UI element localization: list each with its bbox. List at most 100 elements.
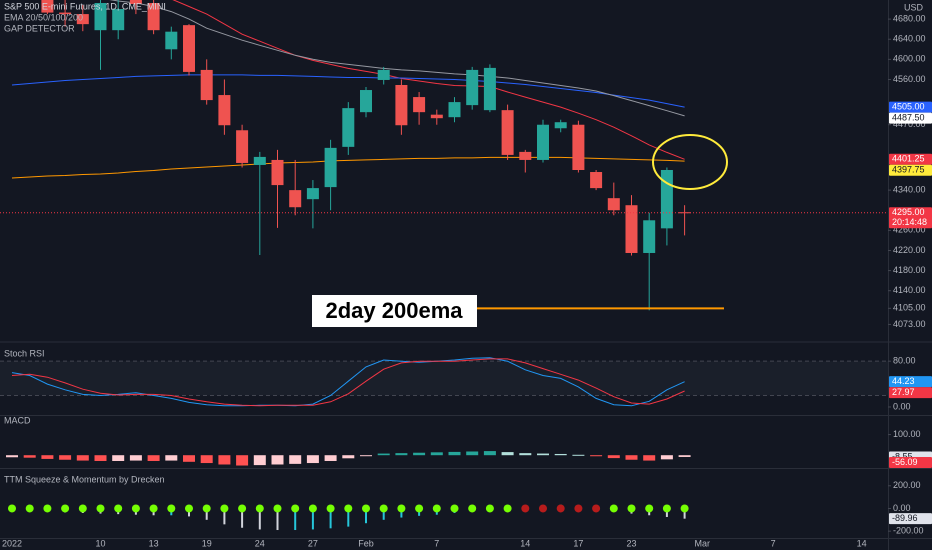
histogram-bar: [324, 455, 337, 461]
y-tick-label: 4105.00: [893, 303, 926, 313]
histogram-bar: [342, 455, 355, 459]
squeeze-dot: [574, 504, 583, 513]
squeeze-dot: [397, 504, 406, 513]
candle-body: [289, 190, 302, 208]
squeeze-dot: [114, 504, 123, 513]
candle-body: [625, 205, 638, 253]
histogram-bar: [590, 455, 603, 457]
ema-line: [11, 74, 685, 108]
histogram-bar: [236, 455, 249, 466]
candle-body: [554, 122, 567, 129]
price-badge: [889, 207, 932, 229]
histogram-bar: [430, 452, 443, 456]
squeeze-dot: [25, 504, 34, 513]
date-label: 2022: [2, 538, 22, 548]
squeeze-dot: [326, 504, 335, 513]
y-tick-label: 4140.00: [893, 285, 926, 295]
candle-body: [483, 67, 496, 111]
y-tick-label: 4220.00: [893, 245, 926, 255]
y-tick-label: 100.00: [893, 429, 921, 439]
oscillator-line: [11, 358, 685, 407]
date-label: 7: [771, 538, 776, 548]
y-tick-label: 4470.00: [893, 119, 926, 129]
squeeze-dot: [255, 504, 264, 513]
pane-title: Stoch RSI: [4, 348, 45, 358]
date-label: 24: [255, 538, 265, 548]
squeeze-dot: [432, 504, 441, 513]
squeeze-dot: [43, 504, 52, 513]
ema-line: [172, 0, 685, 160]
candle-body: [342, 108, 355, 147]
histogram-bar: [165, 455, 178, 461]
squeeze-dot: [503, 504, 512, 513]
candle-body: [572, 124, 585, 170]
date-label: 14: [857, 538, 867, 548]
price-badge-label: 4401.25: [892, 154, 925, 164]
squeeze-dot: [149, 504, 158, 513]
squeeze-dot: [609, 504, 618, 513]
squeeze-dot: [220, 504, 229, 513]
y-tick-label: 80.00: [893, 356, 916, 366]
squeeze-dot: [96, 504, 105, 513]
candle-body: [94, 3, 107, 31]
histogram-bar: [76, 455, 89, 461]
date-label: 10: [95, 538, 105, 548]
price-badge: [889, 164, 932, 176]
histogram-bar: [59, 455, 72, 460]
date-label: 7: [434, 538, 439, 548]
symbol-title: S&P 500 E-mini Futures, 1D, CME_MINI: [4, 1, 166, 11]
candle-body: [607, 198, 620, 211]
squeeze-dot: [415, 504, 424, 513]
annotation-box: [312, 295, 477, 327]
price-badge-label: 4295.00: [892, 207, 925, 217]
pane-title: MACD: [4, 415, 31, 425]
candle-body: [236, 130, 249, 163]
date-label: 27: [308, 538, 318, 548]
candle-body: [147, 3, 160, 31]
main-pane: [11, 0, 724, 311]
candle-body: [218, 95, 231, 126]
indicator-legend: EMA 20/50/100/200: [4, 12, 83, 22]
squeeze-dot: [273, 504, 282, 513]
histogram-bar: [643, 455, 656, 461]
squeeze-dot: [238, 504, 247, 513]
y-tick-label: 4680.00: [893, 13, 926, 23]
highlight-ellipse: [652, 134, 728, 190]
histogram-bar: [501, 452, 514, 456]
date-label: 23: [626, 538, 636, 548]
y-tick-label: -200.00: [893, 526, 924, 536]
squeeze-dot: [680, 504, 689, 513]
y-tick-label: 4600.00: [893, 54, 926, 64]
squeeze-dot: [592, 504, 601, 513]
squeeze-dot: [291, 504, 300, 513]
histogram-bar: [94, 455, 107, 461]
histogram-bar: [377, 453, 390, 456]
squeeze-dot: [362, 504, 370, 513]
y-tick-label: 4260.00: [893, 225, 926, 235]
squeeze-dot: [662, 504, 671, 513]
band-fill: [0, 361, 888, 396]
histogram-bar: [554, 453, 567, 456]
y-tick-label: 4640.00: [893, 34, 926, 44]
candle-body: [501, 110, 514, 155]
price-badge-label: 4505.00: [892, 102, 925, 112]
candle-body: [377, 69, 390, 80]
candle-body: [253, 156, 266, 165]
squeeze-dot: [627, 504, 636, 513]
candle-body: [271, 159, 284, 186]
candle-body: [466, 69, 479, 106]
candle-body: [448, 102, 461, 118]
histogram-bar: [253, 455, 266, 466]
histogram-bar: [183, 455, 195, 462]
y-tick-label: 0.00: [893, 401, 911, 411]
candle-body: [41, 0, 54, 13]
price-badge: [889, 376, 932, 388]
squeeze-dot: [450, 504, 459, 513]
histogram-bar: [625, 455, 638, 460]
pane-title: TTM Squeeze & Momentum by Drecken: [4, 474, 165, 484]
histogram-bar: [200, 455, 213, 464]
histogram-bar: [466, 451, 479, 456]
histogram-bar: [129, 455, 142, 461]
price-badge: [889, 153, 932, 165]
